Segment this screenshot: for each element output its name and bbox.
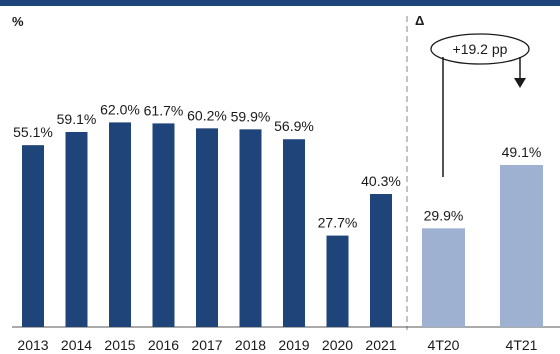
quarterly-tick-label-4T20: 4T20: [428, 337, 460, 353]
annual-bar-2021: [370, 194, 392, 327]
annual-tick-label-2020: 2020: [322, 337, 353, 353]
bar-marks: 55.1% 2013 59.1% 2014 62.0% 2015 61.7% 2016 60.2…: [13, 101, 543, 353]
annual-bar-2018: [239, 129, 262, 327]
annual-value-label-2019: 56.9%: [274, 118, 314, 134]
annual-tick-label-2021: 2021: [365, 337, 396, 353]
quarterly-tick-label-4T21: 4T21: [506, 337, 538, 353]
annual-bar-2019: [283, 139, 305, 327]
quarterly-value-label-4T21: 49.1%: [502, 144, 542, 160]
annual-value-label-2017: 60.2%: [187, 107, 227, 123]
annual-value-label-2014: 59.1%: [57, 111, 97, 127]
annual-value-label-2020: 27.7%: [318, 215, 358, 231]
annual-bar-2017: [196, 128, 218, 327]
annual-bar-2020: [326, 235, 349, 327]
quarterly-bar-4T21: [500, 164, 543, 327]
annual-value-label-2018: 59.9%: [231, 108, 271, 124]
quarterly-bar-4T20: [422, 228, 465, 327]
annotation-text: +19.2 pp: [453, 41, 508, 57]
unit-label: %: [12, 14, 24, 29]
annotation-oval: [430, 33, 530, 65]
annual-bar-2015: [109, 122, 131, 328]
annual-tick-label-2013: 2013: [17, 337, 48, 353]
quarterly-value-label-4T20: 29.9%: [424, 207, 464, 223]
annual-tick-label-2014: 2014: [61, 337, 92, 353]
annual-bar-2013: [22, 145, 44, 327]
delta-label: Δ: [415, 13, 424, 28]
annual-value-label-2013: 55.1%: [13, 124, 53, 140]
header-bar: [0, 0, 560, 6]
annual-tick-label-2018: 2018: [235, 337, 266, 353]
annual-value-label-2016: 61.7%: [144, 102, 184, 118]
annual-bar-2014: [65, 131, 88, 327]
annual-tick-label-2019: 2019: [278, 337, 309, 353]
delta-annotation: +19.2 pp: [430, 33, 530, 177]
annual-bar-2016: [152, 123, 175, 327]
annotation-arrowhead: [514, 78, 526, 88]
annual-tick-label-2016: 2016: [148, 337, 179, 353]
annual-value-label-2015: 62.0%: [100, 101, 140, 117]
annual-value-label-2021: 40.3%: [361, 173, 401, 189]
annual-tick-label-2015: 2015: [104, 337, 135, 353]
annual-tick-label-2017: 2017: [191, 337, 222, 353]
